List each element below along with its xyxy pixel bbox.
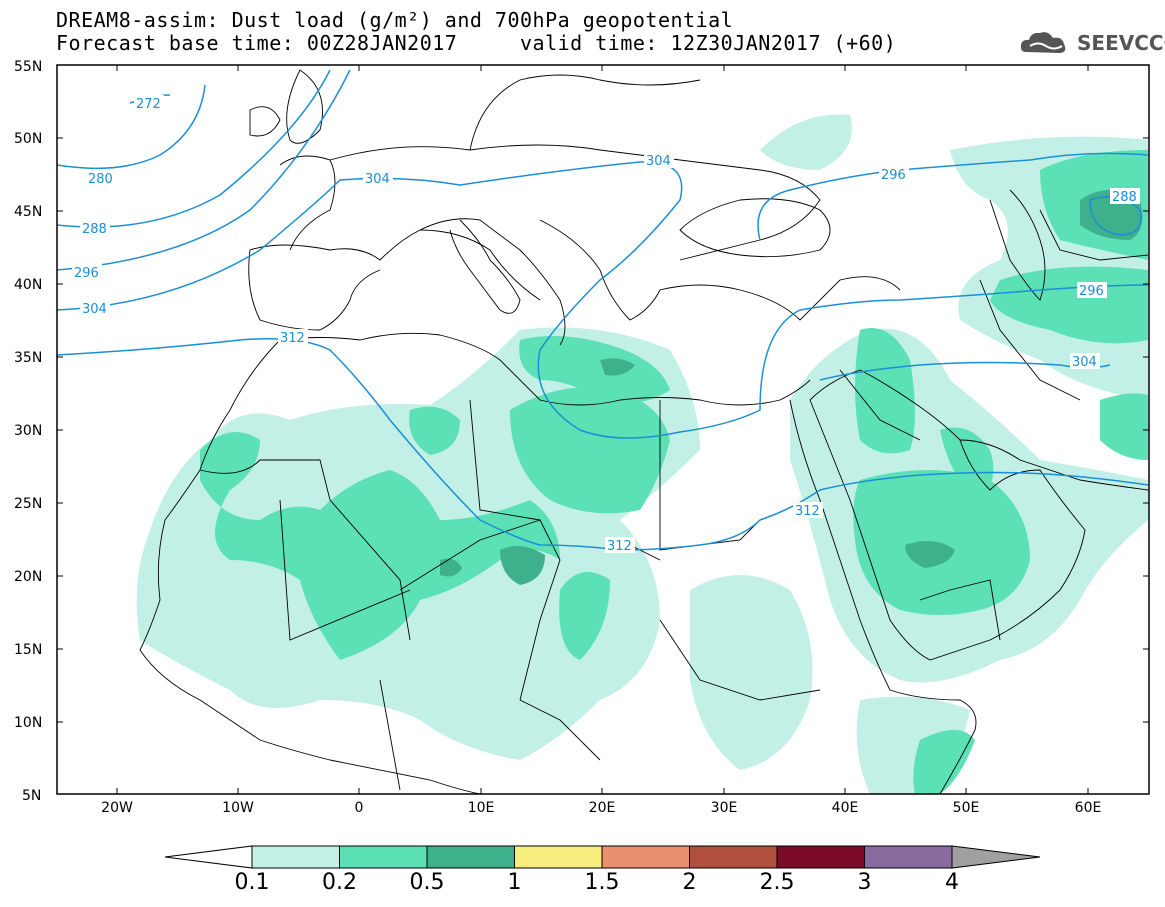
lat-label: 10N [14, 715, 42, 731]
lat-label: 40N [14, 277, 42, 293]
lon-label: 10E [468, 800, 495, 816]
lat-label: 25N [14, 496, 42, 512]
lat-label: 50N [14, 131, 42, 147]
colorbar-label: 0.1 [234, 870, 270, 895]
contour-label: 296 [1079, 284, 1104, 299]
contour-label: 296 [74, 266, 99, 281]
lat-label: 5N [22, 788, 41, 804]
colorbar-swatch [601, 845, 690, 869]
colorbar-label: 0.2 [322, 870, 357, 895]
colorbar-swatch [339, 845, 428, 869]
lon-label: 50E [953, 800, 980, 816]
latitude-axis: 55N 50N 45N 40N 35N 30N 25N 20N 15N 10N … [14, 59, 1149, 804]
lat-label: 20N [14, 569, 42, 585]
lat-label: 55N [14, 59, 42, 75]
lat-label: 45N [14, 204, 42, 220]
lon-label: 20W [101, 800, 133, 816]
lon-label: 10W [222, 800, 254, 816]
contour-label: 280 [88, 172, 113, 187]
coastlines [139, 69, 1149, 794]
colorbar-swatch [864, 845, 953, 869]
contour-label: 312 [795, 504, 820, 519]
contour-label: 304 [646, 154, 671, 169]
colorbar-label: 1 [507, 870, 522, 895]
contour-label: 304 [365, 172, 390, 187]
contour-label: 304 [1072, 355, 1097, 370]
colorbar-swatch [426, 845, 515, 869]
lon-label: 40E [832, 800, 859, 816]
contour-label: 312 [607, 539, 632, 554]
contour-label: 288 [1112, 190, 1137, 205]
map-title: DREAM8-assim: Dust load (g/m²) and 700hP… [56, 8, 734, 32]
colorbar-swatch [514, 845, 603, 869]
contour-label: 304 [82, 302, 107, 317]
lon-label: 0 [355, 800, 364, 816]
lon-label: 30E [711, 800, 738, 816]
colorbar [164, 845, 1041, 869]
longitude-axis: 20W 10W 0 10E 20E 30E 40E 50E 60E [101, 65, 1101, 816]
contour-label: 296 [881, 168, 906, 183]
lat-label: 35N [14, 350, 42, 366]
colorbar-label: 2.5 [759, 870, 795, 895]
colorbar-swatch [776, 845, 865, 869]
colorbar-label: 4 [945, 870, 959, 895]
colorbar-label: 2 [682, 870, 697, 895]
colorbar-swatch [251, 845, 340, 869]
seevccc-logo-text: SEEVCCC [1077, 31, 1165, 55]
colorbar-label: 3 [857, 870, 872, 895]
lat-label: 30N [14, 423, 42, 439]
lon-label: 60E [1075, 800, 1102, 816]
lon-label: 20E [589, 800, 616, 816]
lat-label: 15N [14, 642, 42, 658]
contour-labels: 272 280 288 296 304 312 304 304 296 288 … [72, 95, 1140, 554]
colorbar-lower-arrow [164, 845, 253, 869]
colorbar-label: 0.5 [409, 870, 445, 895]
dust-field [136, 114, 1148, 794]
contour-label: 272 [136, 97, 161, 112]
colorbar-upper-arrow [951, 845, 1041, 869]
forecast-time-line: Forecast base time: 00Z28JAN2017 valid t… [56, 31, 897, 55]
contour-label: 312 [280, 331, 305, 346]
colorbar-swatch [689, 845, 778, 869]
cloud-icon [1020, 32, 1066, 53]
colorbar-label: 1.5 [584, 870, 620, 895]
contour-label: 288 [82, 222, 107, 237]
